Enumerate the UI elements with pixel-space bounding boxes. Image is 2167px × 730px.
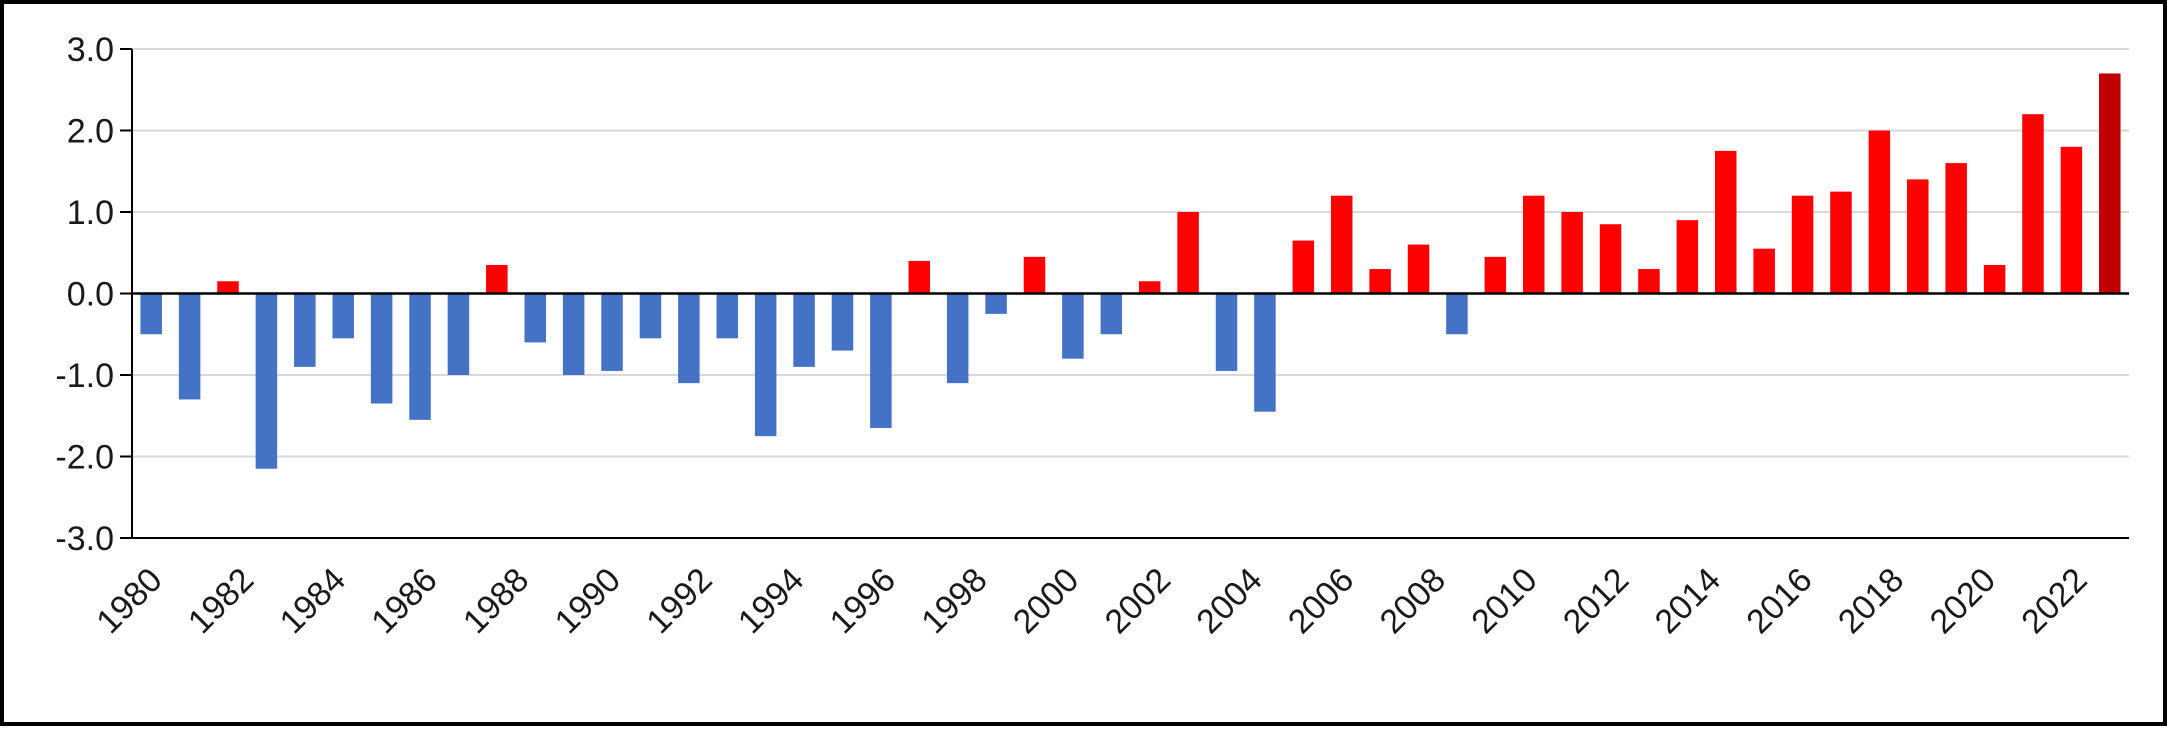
bar	[524, 293, 546, 343]
bar	[1215, 293, 1238, 371]
x-tick-label: 1988	[456, 561, 536, 641]
bar	[2099, 73, 2121, 294]
axes	[131, 49, 2129, 539]
y-tick-label: -3.0	[55, 520, 114, 558]
bar	[370, 293, 393, 404]
x-tick-label: 2018	[1831, 561, 1911, 641]
x-tick-label: 2002	[1098, 561, 1178, 641]
bar	[1676, 220, 1699, 294]
x-tick-label: 2022	[2014, 561, 2094, 641]
bar	[217, 281, 239, 294]
bar-chart: -3.0-2.0-1.00.01.02.03.0 1980 1982 1984 198…	[55, 31, 2129, 641]
bar	[1023, 256, 1046, 294]
x-tick-label: 1990	[548, 561, 628, 641]
bar	[1638, 269, 1660, 294]
bar	[639, 293, 662, 339]
x-tick-label: 1998	[914, 561, 994, 641]
bar	[793, 293, 815, 367]
y-tick-labels: -3.0 -2.0 -1.0 0.0 1.0 2.0 3.0	[55, 31, 114, 558]
bar	[870, 293, 892, 428]
bar	[1599, 224, 1622, 294]
y-tick-label: -2.0	[55, 439, 114, 477]
bar	[1177, 212, 1199, 294]
bar	[294, 293, 316, 367]
bar	[255, 293, 278, 469]
bar	[409, 293, 431, 420]
bar	[2022, 114, 2044, 294]
x-tick-labels: 1980 1982 1984 1986 1988 1990 1992 1994 1996 1998…	[89, 561, 2094, 641]
bar	[1138, 281, 1161, 294]
bar	[1369, 269, 1391, 294]
bar	[332, 293, 354, 339]
y-tick-label: 1.0	[67, 194, 114, 232]
bar	[1715, 150, 1737, 294]
x-tick-label: 2000	[1006, 561, 1086, 641]
bar	[831, 293, 854, 351]
bar	[678, 293, 700, 384]
x-tick-label: 2004	[1189, 561, 1269, 641]
bar	[1407, 244, 1430, 294]
x-tick-label: 1986	[364, 561, 444, 641]
bar	[601, 293, 623, 371]
bar	[1907, 179, 1929, 294]
bar	[1100, 293, 1123, 335]
bar	[1292, 240, 1315, 294]
x-tick-label: 2014	[1648, 561, 1728, 641]
bar	[1446, 293, 1468, 335]
bar	[946, 293, 969, 384]
x-tick-label: 1984	[273, 561, 353, 641]
bar	[486, 264, 508, 294]
y-tick-label: -1.0	[55, 357, 114, 395]
bar	[1561, 212, 1583, 294]
bars	[140, 73, 2121, 469]
x-tick-label: 2012	[1556, 561, 1636, 641]
bar	[716, 293, 739, 339]
x-tick-label: 1996	[823, 561, 903, 641]
x-tick-label: 1994	[731, 561, 811, 641]
bar	[1945, 163, 1967, 294]
bar	[1868, 130, 1891, 294]
bar	[1062, 293, 1084, 359]
bar	[140, 293, 162, 335]
bar	[1484, 256, 1507, 294]
x-tick-label: 2008	[1373, 561, 1453, 641]
x-tick-label: 1982	[181, 561, 261, 641]
x-tick-label: 2020	[1923, 561, 2003, 641]
bar	[754, 293, 777, 437]
bar	[447, 293, 470, 375]
x-tick-label: 2006	[1281, 561, 1361, 641]
bar	[1330, 195, 1353, 294]
x-tick-label: 2016	[1739, 561, 1819, 641]
bar	[1753, 248, 1775, 294]
bar	[1830, 191, 1852, 294]
x-tick-label: 2010	[1464, 561, 1544, 641]
bar	[1791, 195, 1814, 294]
x-tick-label: 1980	[89, 561, 169, 641]
bar	[2060, 146, 2083, 294]
bar	[178, 293, 201, 400]
y-tick-label: 0.0	[67, 276, 114, 314]
bar	[1983, 264, 2006, 294]
x-tick-label: 1992	[639, 561, 719, 641]
bar	[1522, 195, 1545, 294]
bar	[985, 293, 1007, 314]
bar	[1254, 293, 1276, 412]
bar	[562, 293, 585, 375]
y-tick-label: 2.0	[67, 113, 114, 151]
y-tick-label: 3.0	[67, 31, 114, 69]
bar	[908, 260, 931, 294]
